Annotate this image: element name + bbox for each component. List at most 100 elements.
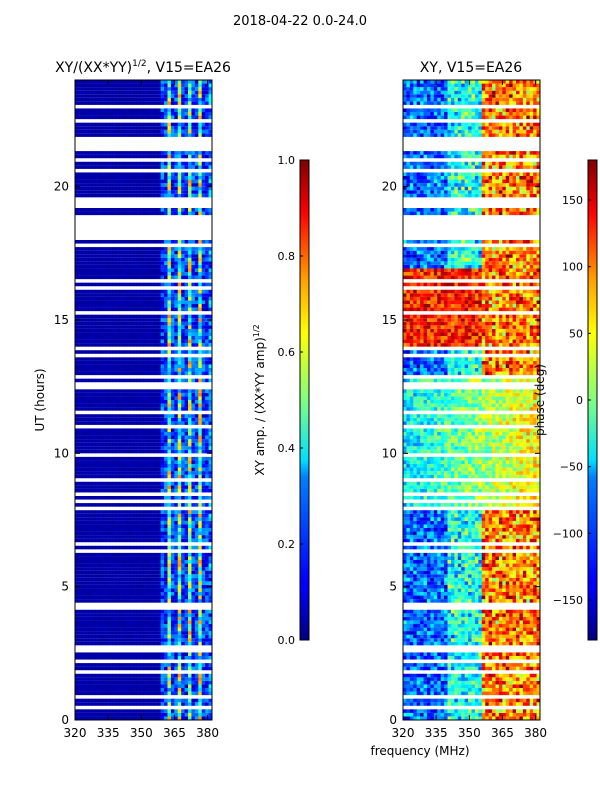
- heatmap-cell: [112, 517, 117, 521]
- heatmap-cell: [81, 126, 86, 130]
- heatmap-cell: [167, 538, 172, 543]
- heatmap-cell: [146, 531, 151, 536]
- heatmap-cell: [122, 364, 127, 368]
- heatmap-cell: [133, 400, 138, 404]
- heatmap-cell: [208, 531, 212, 536]
- heatmap-cell: [109, 211, 114, 216]
- heatmap-cell: [88, 584, 93, 589]
- heatmap-cell: [167, 496, 172, 500]
- heatmap-cell: [170, 307, 175, 312]
- heatmap-cell: [164, 631, 168, 635]
- heatmap-cell: [157, 282, 162, 287]
- heatmap-cell: [78, 435, 83, 440]
- heatmap-cell: [129, 435, 134, 440]
- heatmap-cell: [181, 467, 186, 472]
- heatmap-cell: [85, 275, 90, 280]
- heatmap-cell: [205, 190, 209, 194]
- heatmap-cell: [184, 510, 189, 514]
- heatmap-cell: [88, 467, 93, 472]
- heatmap-cell: [81, 392, 86, 397]
- heatmap-cell: [208, 328, 212, 333]
- heatmap-cell: [167, 407, 172, 411]
- heatmap-cell: [198, 524, 203, 528]
- heatmap-cell: [150, 446, 155, 450]
- heatmap-cell: [95, 688, 100, 692]
- heatmap-cell: [122, 193, 127, 198]
- heatmap-cell: [122, 151, 127, 155]
- heatmap-cell: [140, 240, 144, 244]
- heatmap-cell: [198, 339, 203, 344]
- heatmap-cell: [122, 368, 127, 372]
- heatmap-cell: [95, 485, 100, 489]
- heatmap-cell: [122, 595, 127, 600]
- heatmap-cell: [109, 520, 114, 525]
- heatmap-cell: [136, 595, 141, 600]
- heatmap-cell: [208, 641, 212, 646]
- heatmap-cell: [88, 563, 93, 568]
- heatmap-cell: [75, 350, 79, 354]
- heatmap-cell: [95, 456, 100, 461]
- heatmap-cell: [116, 272, 120, 276]
- heatmap-cell: [191, 485, 196, 489]
- heatmap-cell: [153, 545, 158, 550]
- heatmap-cell: [208, 186, 212, 191]
- heatmap-cell: [188, 321, 192, 326]
- heatmap-cell: [136, 304, 141, 308]
- heatmap-cell: [140, 538, 144, 543]
- heatmap-cell: [126, 624, 131, 628]
- heatmap-cell: [201, 321, 206, 326]
- heatmap-cell: [98, 698, 103, 703]
- heatmap-cell: [119, 698, 124, 703]
- heatmap-cell: [119, 304, 124, 308]
- heatmap-cell: [112, 627, 117, 632]
- heatmap-cell: [167, 368, 172, 372]
- heatmap-cell: [157, 531, 162, 536]
- heatmap-cell: [160, 314, 165, 319]
- heatmap-cell: [102, 257, 107, 262]
- heatmap-cell: [198, 631, 203, 635]
- heatmap-cell: [157, 485, 162, 489]
- heatmap-cell: [85, 552, 90, 557]
- heatmap-cell: [78, 407, 83, 411]
- heatmap-cell: [205, 535, 209, 539]
- heatmap-cell: [136, 154, 141, 159]
- heatmap-cell: [136, 300, 141, 304]
- heatmap-cell: [150, 513, 155, 518]
- heatmap-cell: [160, 247, 165, 251]
- heatmap-cell: [146, 400, 151, 404]
- heatmap-cell: [112, 321, 117, 326]
- heatmap-cell: [174, 652, 179, 656]
- heatmap-cell: [143, 449, 148, 454]
- heatmap-cell: [129, 247, 134, 251]
- heatmap-cell: [133, 528, 138, 532]
- heatmap-cell: [81, 240, 86, 244]
- heatmap-cell: [205, 332, 209, 336]
- heatmap-cell: [95, 528, 100, 532]
- heatmap-cell: [109, 609, 114, 614]
- heatmap-cell: [181, 688, 186, 692]
- heatmap-cell: [160, 321, 165, 326]
- heatmap-cell: [122, 641, 127, 646]
- heatmap-cell: [191, 666, 196, 671]
- heatmap-cell: [129, 552, 134, 557]
- heatmap-cell: [81, 432, 86, 436]
- heatmap-cell: [122, 581, 127, 585]
- heatmap-cell: [112, 712, 117, 717]
- heatmap-cell: [102, 193, 107, 198]
- heatmap-cell: [126, 595, 131, 600]
- heatmap-cell: [205, 378, 209, 383]
- heatmap-cell: [119, 275, 124, 280]
- heatmap-cell: [194, 677, 199, 681]
- heatmap-cell: [78, 471, 83, 475]
- heatmap-cell: [160, 456, 165, 461]
- heatmap-cell: [164, 378, 168, 383]
- heatmap-cell: [92, 538, 96, 543]
- heatmap-cell: [75, 389, 79, 393]
- heatmap-cell: [164, 709, 168, 713]
- heatmap-cell: [181, 503, 186, 507]
- heatmap-cell: [198, 588, 203, 592]
- heatmap-cell: [95, 183, 100, 187]
- heatmap-cell: [102, 254, 107, 258]
- heatmap-cell: [170, 211, 175, 216]
- heatmap-cell: [170, 624, 175, 628]
